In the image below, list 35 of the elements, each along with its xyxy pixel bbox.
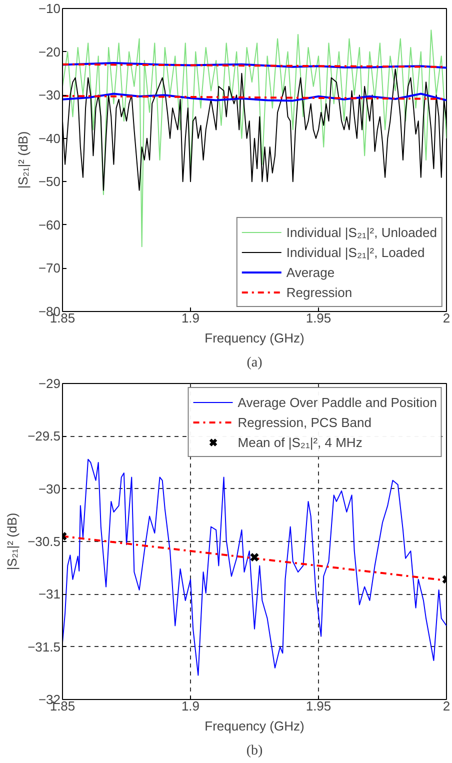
x-tick-label: 1.9 — [181, 310, 200, 326]
y-tick-label: −31 — [38, 586, 61, 602]
y-tick-label: −31.5 — [28, 639, 61, 654]
y-axis-title: |S₂₁|² (dB) — [4, 512, 20, 570]
line-series — [62, 30, 446, 248]
y-tick-label: −29 — [38, 376, 61, 391]
y-tick-label: −20 — [38, 44, 61, 60]
legend-label: Average — [286, 264, 335, 280]
line-series — [62, 458, 446, 676]
y-tick-label: −40 — [38, 130, 61, 146]
y-tick-label: −29.5 — [28, 428, 61, 444]
x-axis-title: Frequency (GHz) — [204, 330, 304, 346]
legend-label: Individual |S₂₁|², Loaded — [286, 244, 425, 260]
y-axis-title: |S₂₁|² (dB) — [15, 131, 30, 189]
x-axis-title: Frequency (GHz) — [204, 718, 304, 734]
y-tick-label: −30.5 — [28, 534, 61, 549]
x-tick-label: 2 — [442, 698, 450, 714]
legend-label: Individual |S₂₁|², Unloaded — [286, 224, 437, 240]
legend-label: Mean of |S₂₁|², 4 MHz — [238, 434, 362, 450]
text: (a) — [246, 356, 263, 370]
line-series — [62, 92, 446, 102]
x-tick-label: 1.9 — [181, 698, 200, 714]
legend-label: Average Over Paddle and Position — [238, 394, 437, 410]
legend-label: Regression — [286, 284, 352, 300]
y-tick-label: −30 — [38, 88, 61, 103]
y-tick-label: −30 — [38, 481, 61, 496]
legend-label: Regression, PCS Band — [238, 414, 372, 430]
x-tick-label: 2 — [442, 310, 450, 326]
x-tick-label: 1.95 — [306, 310, 332, 326]
y-tick-label: −50 — [38, 174, 61, 190]
x-tick-label: 1.95 — [306, 698, 332, 714]
y-tick-label: −10 — [38, 1, 61, 16]
y-tick-label: −70 — [38, 260, 61, 276]
text: (b) — [246, 744, 263, 758]
y-tick-label: −60 — [38, 217, 61, 232]
